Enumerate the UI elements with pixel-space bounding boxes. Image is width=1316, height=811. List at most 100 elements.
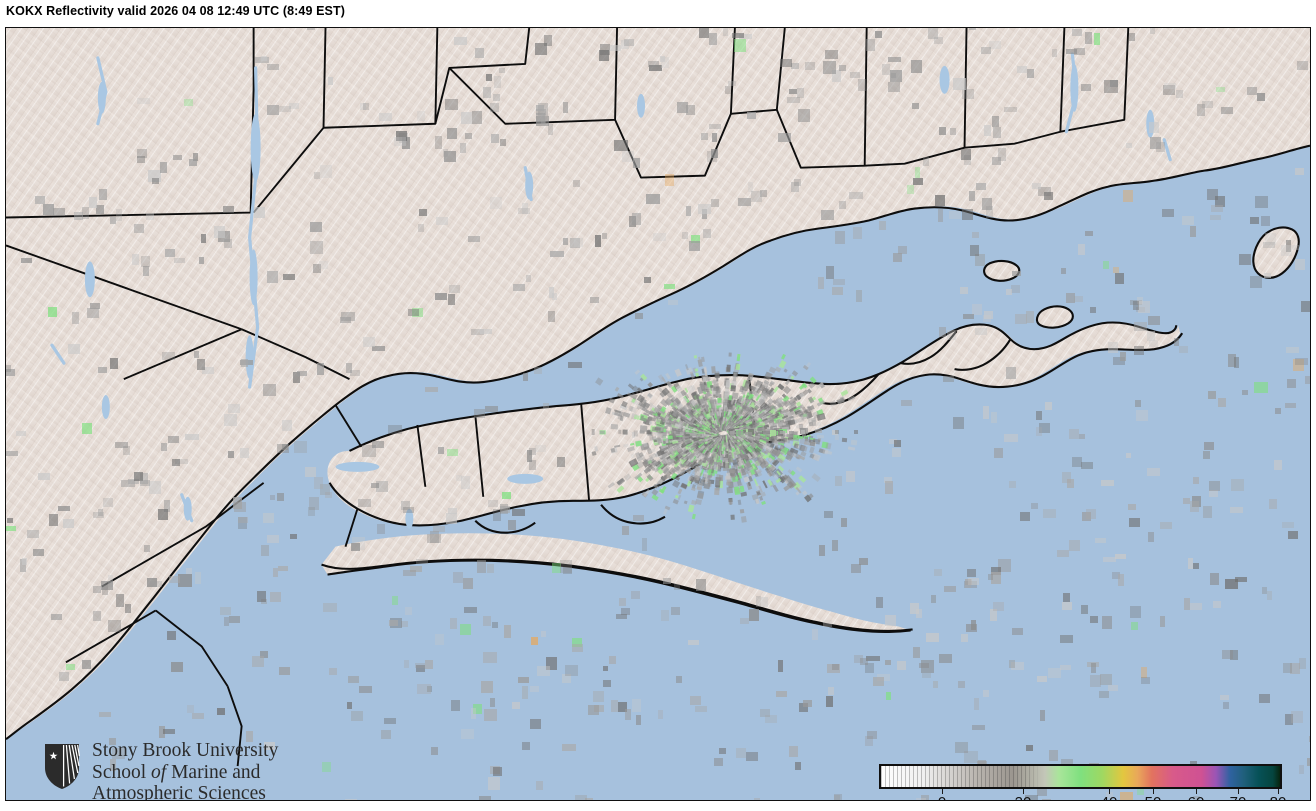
- radar-bin: [1306, 757, 1310, 766]
- radar-bin: [417, 683, 431, 694]
- radar-bin: [728, 499, 733, 506]
- radar-bin: [183, 99, 193, 107]
- radar-bin: [888, 438, 898, 445]
- radar-bin: [1011, 627, 1023, 635]
- radar-bin: [627, 446, 636, 452]
- radar-bin: [1193, 796, 1201, 800]
- radar-bin: [464, 132, 473, 139]
- radar-bin: [140, 473, 148, 484]
- radar-bin: [1239, 253, 1251, 266]
- radar-bin: [87, 307, 99, 319]
- radar-bin: [795, 466, 803, 473]
- radar-bin: [161, 442, 168, 451]
- radar-bin: [490, 103, 499, 112]
- radar-bin: [916, 797, 927, 800]
- radar-bin: [688, 504, 695, 512]
- radar-bin: [233, 497, 242, 509]
- radar-bin: [827, 663, 841, 673]
- radar-bin: [608, 656, 617, 665]
- radar-bin: [967, 568, 976, 578]
- radar-bin: [611, 423, 619, 430]
- radar-bin: [1285, 240, 1292, 252]
- radar-bin: [561, 743, 576, 751]
- radar-bin: [58, 672, 69, 682]
- colorbar[interactable]: 0 20 40 50 60 70 80: [874, 759, 1286, 800]
- radar-bin: [739, 33, 752, 40]
- radar-bin: [512, 702, 521, 710]
- radar-bin: [667, 299, 679, 306]
- radar-bin: [717, 392, 721, 397]
- radar-bin: [233, 502, 247, 513]
- radar-bin: [930, 594, 937, 604]
- radar-bin: [260, 544, 269, 557]
- radar-bin: [278, 565, 288, 572]
- radar-bin: [890, 70, 903, 83]
- radar-bin: [318, 260, 328, 270]
- radar-bin: [1104, 80, 1119, 93]
- radar-bin: [939, 327, 946, 337]
- radar-bin: [595, 377, 604, 386]
- radar-bin: [313, 477, 323, 489]
- radar-bin: [456, 475, 462, 482]
- radar-bin: [1298, 764, 1304, 774]
- radar-bin: [499, 503, 508, 515]
- radar-bin: [1011, 284, 1021, 293]
- radar-bin: [460, 143, 467, 154]
- radar-bin: [92, 512, 105, 518]
- radar-bin: [512, 508, 526, 516]
- radar-bin: [602, 680, 611, 687]
- map-canvas[interactable]: Stony Brook University School of Marine …: [5, 27, 1311, 801]
- radar-bin: [71, 312, 80, 325]
- radar-bin: [804, 61, 815, 70]
- radar-bin: [867, 731, 878, 740]
- radar-bin: [474, 48, 484, 59]
- radar-bin: [404, 607, 412, 616]
- radar-bin: [482, 86, 492, 98]
- radar-bin: [780, 59, 793, 67]
- boundary-layer: [6, 28, 1130, 767]
- radar-bin: [885, 691, 892, 700]
- radar-bin: [499, 138, 507, 146]
- radar-bin: [1224, 578, 1239, 590]
- radar-bin: [789, 745, 798, 757]
- radar-bin: [983, 406, 990, 420]
- radar-bin: [911, 60, 923, 73]
- radar-bin: [850, 439, 857, 446]
- radar-bin: [700, 133, 708, 141]
- radar-bin: [621, 525, 629, 535]
- radar-bin: [143, 266, 150, 276]
- radar-bin: [873, 676, 884, 687]
- radar-bin: [747, 481, 751, 487]
- radar-bin: [1150, 137, 1162, 149]
- radar-bin: [1044, 192, 1053, 200]
- radar-bin: [1123, 189, 1134, 202]
- radar-bin: [847, 395, 856, 401]
- radar-bin: [1264, 232, 1276, 245]
- radar-bin: [259, 650, 269, 658]
- radar-bin: [1160, 521, 1172, 529]
- radar-bin: [1190, 501, 1200, 512]
- radar-bin: [1091, 662, 1097, 674]
- radar-bin: [599, 44, 611, 55]
- radar-bin: [107, 574, 113, 588]
- radar-bin: [602, 666, 608, 672]
- radar-bin: [962, 208, 973, 220]
- radar-bin: [1299, 657, 1307, 670]
- radar-bin: [170, 662, 184, 672]
- radar-bin: [1147, 468, 1161, 477]
- radar-bin: [460, 624, 472, 635]
- radar-bin: [261, 55, 268, 61]
- radar-bin: [907, 185, 914, 194]
- radar-bin: [808, 421, 813, 426]
- radar-bin: [482, 616, 492, 626]
- radar-bin: [608, 398, 615, 404]
- radar-bin: [657, 710, 664, 719]
- radar-bin: [833, 793, 843, 800]
- radar-bin: [950, 128, 957, 136]
- radar-bin: [1282, 521, 1295, 528]
- radar-bin: [616, 485, 625, 494]
- radar-bin: [313, 172, 320, 179]
- radar-bin: [1085, 230, 1094, 237]
- radar-bin: [729, 514, 735, 520]
- radar-bin: [975, 327, 987, 336]
